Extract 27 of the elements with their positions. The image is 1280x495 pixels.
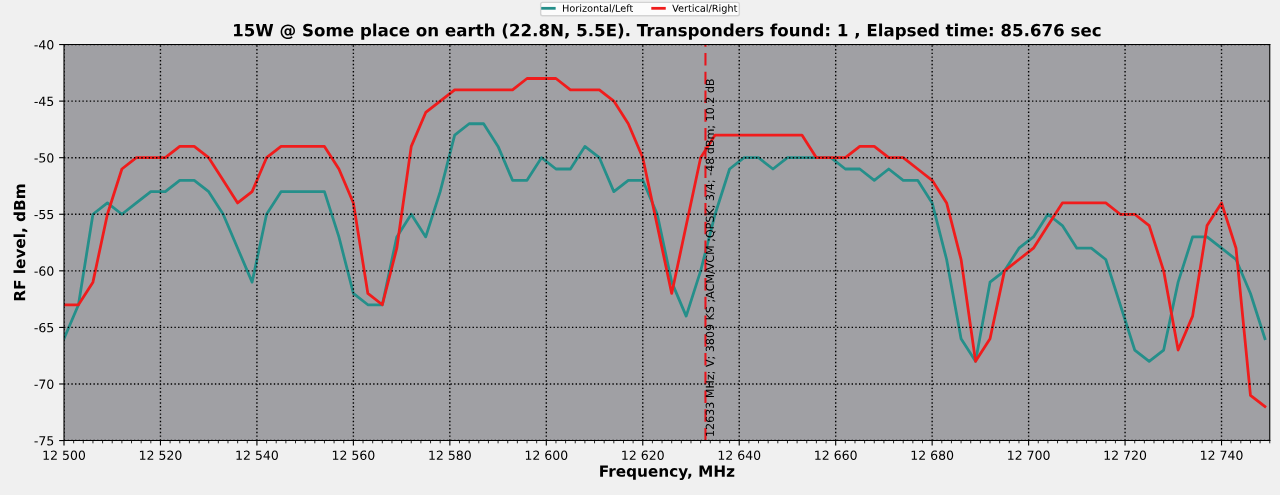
y-tick-label: -50 bbox=[34, 153, 54, 163]
x-tick-label: 12 580 bbox=[429, 450, 471, 460]
y-tick-label: -60 bbox=[34, 266, 54, 276]
legend-label: Horizontal/Left bbox=[562, 4, 634, 13]
y-tick-label: -45 bbox=[34, 96, 54, 107]
y-tick-label: -40 bbox=[34, 40, 54, 50]
y-tick-label: -65 bbox=[34, 322, 54, 333]
y-tick-label: -75 bbox=[34, 436, 54, 446]
x-tick-label: 12 680 bbox=[911, 450, 954, 460]
x-tick-label: 12 540 bbox=[236, 450, 278, 460]
x-tick-label: 12 520 bbox=[139, 450, 182, 460]
x-tick-label: 12 740 bbox=[1201, 450, 1243, 460]
ref-line-label: 12633 MHz; V; 3809 KS ;ACM/VCM ;QPSK; 3/4; -48 dBm; 10.2 dB bbox=[705, 79, 716, 436]
y-axis-title: RF level, dBm bbox=[13, 184, 28, 301]
x-tick-label: 12 560 bbox=[332, 450, 375, 460]
y-tick-label: -70 bbox=[34, 379, 54, 389]
x-axis-title: Frequency, MHz bbox=[600, 465, 735, 480]
x-tick-label: 12 500 bbox=[43, 450, 86, 460]
x-tick-label: 12 720 bbox=[1104, 450, 1147, 460]
legend-label: Vertical/Right bbox=[672, 4, 738, 14]
x-tick-label: 12 620 bbox=[622, 450, 664, 460]
x-tick-label: 12 600 bbox=[525, 450, 568, 460]
y-tick-label: -55 bbox=[34, 209, 54, 220]
x-tick-label: 12 700 bbox=[1008, 450, 1050, 460]
chart-title: 15W @ Some place on earth (22.8N, 5.5E). Transponders found: 1 , Elapsed time: 85.676 sec bbox=[234, 23, 1101, 40]
x-tick-label: 12 660 bbox=[815, 450, 857, 460]
x-tick-label: 12 640 bbox=[718, 450, 761, 460]
